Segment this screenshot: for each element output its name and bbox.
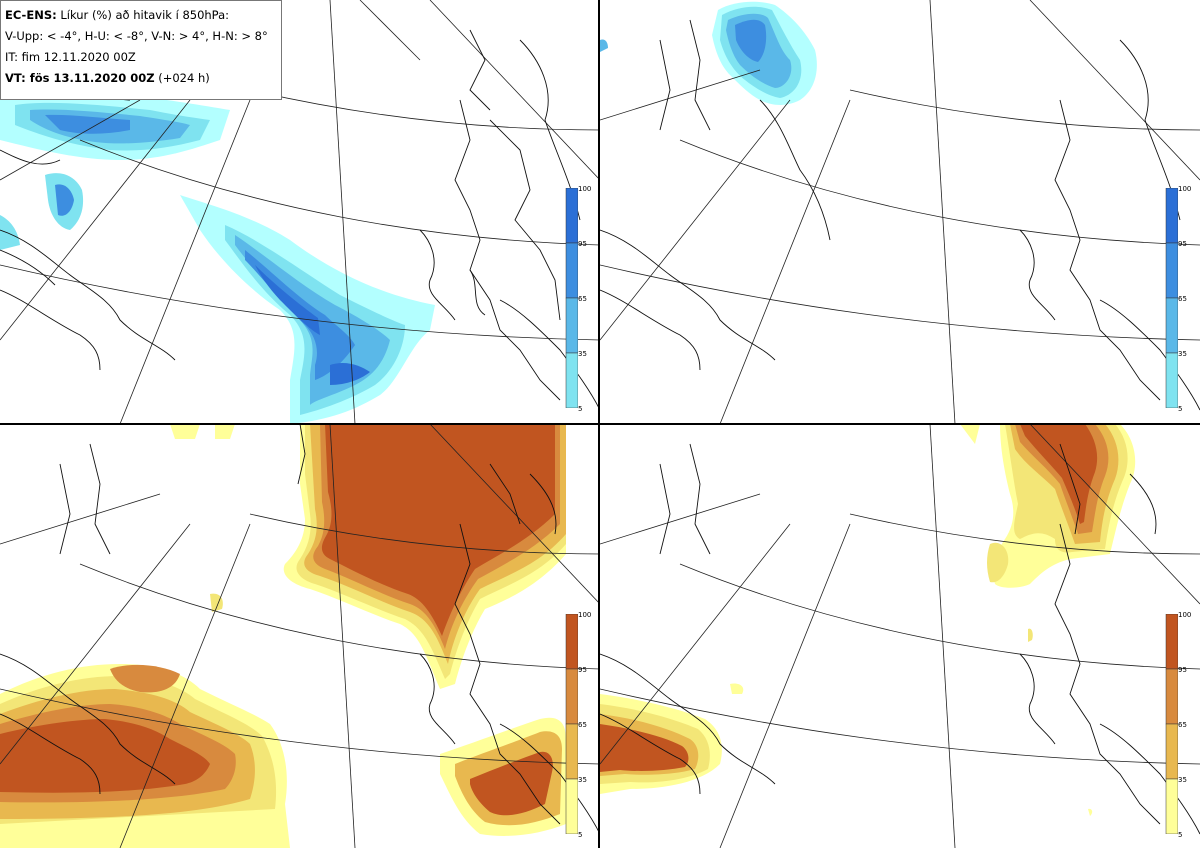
colorbar-warm: 100 95 65 35 5 xyxy=(562,611,600,844)
coastlines xyxy=(600,19,1200,411)
colorbar-swatches xyxy=(1165,188,1178,408)
colorbar-swatches xyxy=(565,188,578,408)
graticule xyxy=(600,0,1200,424)
probability-map-cold-8 xyxy=(600,0,1200,424)
info-title: EC-ENS: Líkur (%) að hitavik í 850hPa: xyxy=(5,8,230,22)
colorbar-tick: 35 xyxy=(578,776,587,784)
probability-map-warm-8 xyxy=(600,424,1200,848)
colorbar-tick: 5 xyxy=(578,405,583,413)
colorbar-tick: 100 xyxy=(578,185,592,193)
graticule xyxy=(0,424,600,848)
graticule xyxy=(0,0,600,424)
panel-divider-horizontal xyxy=(0,423,1200,425)
colorbar-tick: 95 xyxy=(1178,666,1187,674)
probability-map-cold-4 xyxy=(0,0,600,424)
cold-probability-area xyxy=(600,1,817,105)
colorbar-swatches xyxy=(565,614,578,834)
map-panel-upper-right: 100 95 65 35 5 xyxy=(600,0,1200,424)
colorbar-tick: 35 xyxy=(1178,350,1187,358)
colorbar-tick: 95 xyxy=(578,666,587,674)
colorbar-tick: 5 xyxy=(1178,405,1183,413)
colorbar-tick: 95 xyxy=(578,240,587,248)
info-valid-time: VT: fös 13.11.2020 00Z (+024 h) xyxy=(5,71,210,85)
colorbar-warm: 100 95 65 35 5 xyxy=(1162,611,1200,844)
colorbar-tick: 100 xyxy=(1178,185,1192,193)
colorbar-tick: 35 xyxy=(1178,776,1187,784)
colorbar-tick: 65 xyxy=(578,721,587,729)
colorbar-cold: 100 95 65 35 5 xyxy=(562,185,600,418)
colorbar-swatches xyxy=(1165,614,1178,834)
colorbar-cold: 100 95 65 35 5 xyxy=(1162,185,1200,418)
map-panel-lower-left: 100 95 65 35 5 xyxy=(0,424,600,848)
colorbar-tick: 5 xyxy=(1178,831,1183,839)
colorbar-tick: 35 xyxy=(578,350,587,358)
colorbar-tick: 65 xyxy=(1178,721,1187,729)
map-panel-upper-left: 100 95 65 35 5 EC-ENS: Líkur (%) að hita… xyxy=(0,0,600,424)
colorbar-tick: 5 xyxy=(578,831,583,839)
probability-map-warm-4 xyxy=(0,424,600,848)
colorbar-tick: 100 xyxy=(578,611,592,619)
graticule xyxy=(600,424,1200,848)
coastlines xyxy=(600,443,1200,835)
info-thresholds: V-Upp: < -4°, H-U: < -8°, V-N: > 4°, H-N… xyxy=(5,29,268,43)
info-init-time: IT: fim 12.11.2020 00Z xyxy=(5,50,136,64)
colorbar-tick: 95 xyxy=(1178,240,1187,248)
forecast-info-box: EC-ENS: Líkur (%) að hitavik í 850hPa: V… xyxy=(0,0,282,100)
colorbar-tick: 65 xyxy=(1178,295,1187,303)
colorbar-tick: 100 xyxy=(1178,611,1192,619)
colorbar-tick: 65 xyxy=(578,295,587,303)
coastlines xyxy=(0,424,600,835)
map-panel-lower-right: 100 95 65 35 5 xyxy=(600,424,1200,848)
cold-probability-area xyxy=(0,89,435,424)
coastlines xyxy=(0,29,600,411)
warm-probability-area xyxy=(0,424,566,848)
